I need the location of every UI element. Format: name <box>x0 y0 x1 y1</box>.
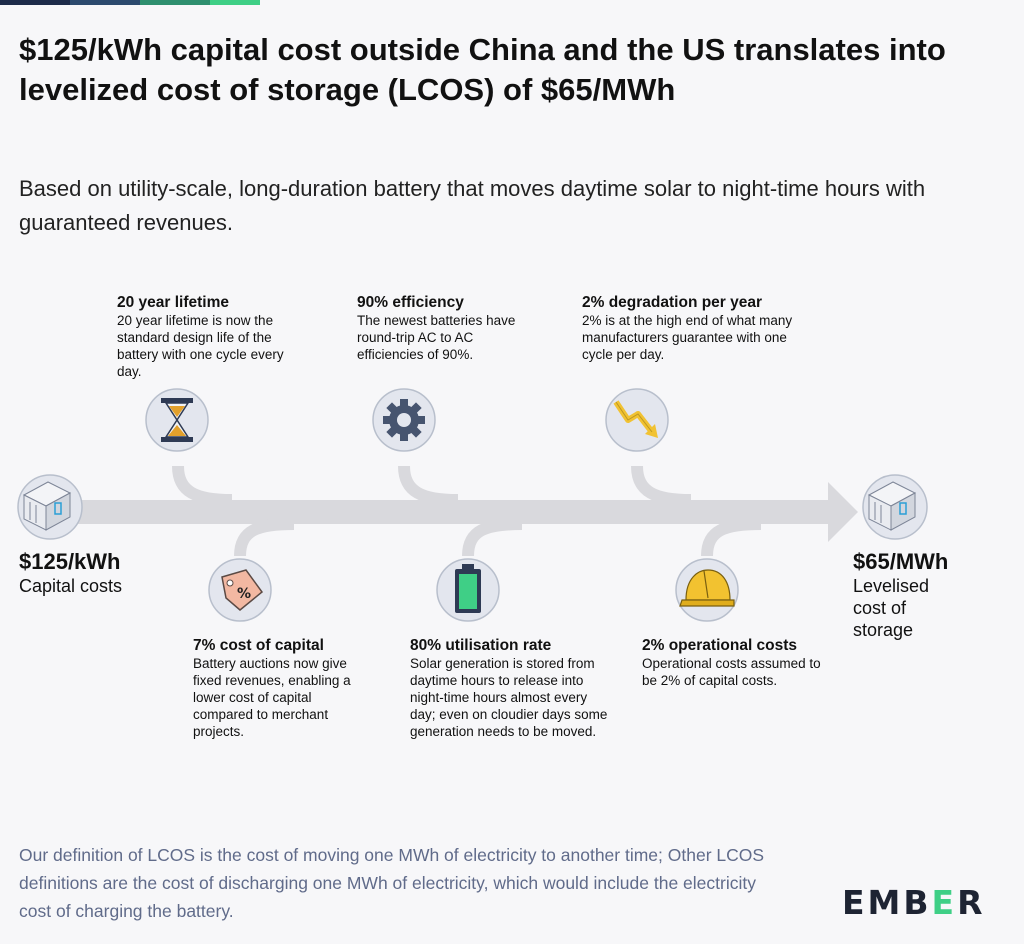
factor-text: Operational costs assumed to be 2% of ca… <box>642 656 821 688</box>
page-subtitle: Based on utility-scale, long-duration ba… <box>19 176 926 235</box>
battery-container-icon <box>17 474 83 540</box>
page-title: $125/kWh capital cost outside China and … <box>19 32 946 107</box>
factor-text: 20 year lifetime is now the standard des… <box>117 313 284 379</box>
factor-title: 80% utilisation rate <box>410 637 552 654</box>
factor-lifetime: 20 year lifetime 20 year lifetime is now… <box>117 293 305 380</box>
factor-efficiency: 90% efficiency The newest batteries have… <box>357 293 517 363</box>
factor-title: 2% operational costs <box>642 637 798 654</box>
factor-title: 2% degradation per year <box>582 294 763 311</box>
end-label: $65/MWh Levelised cost of storage <box>853 549 948 641</box>
end-value: $65/MWh <box>853 549 949 574</box>
accent-segment-4 <box>210 0 260 5</box>
gear-icon <box>372 388 436 452</box>
start-caption: Capital costs <box>19 576 123 596</box>
connector-bottom-3 <box>701 518 762 557</box>
factor-title: 7% cost of capital <box>193 637 324 654</box>
logo-text-2: R <box>957 883 986 922</box>
factor-text: Solar generation is stored from daytime … <box>410 656 608 739</box>
hourglass-icon <box>145 388 209 452</box>
percent-tag-icon: % <box>208 558 272 622</box>
connector-top-3 <box>631 465 692 506</box>
footnote: Our definition of LCOS is the cost of mo… <box>19 845 765 921</box>
cost-flow-diagram: % <box>17 388 928 622</box>
battery-charge-icon <box>436 558 500 622</box>
start-label: $125/kWh Capital costs <box>19 549 122 597</box>
connector-top-1 <box>172 465 233 506</box>
svg-text:%: % <box>237 586 251 602</box>
end-caption-line-2: cost of <box>853 598 907 618</box>
accent-segment-2 <box>70 0 140 5</box>
end-caption-line-1: Levelised <box>853 576 930 596</box>
factor-title: 20 year lifetime <box>117 294 230 311</box>
top-accent-bar <box>0 0 260 5</box>
accent-segment-1 <box>0 0 70 5</box>
end-caption-line-3: storage <box>853 620 914 640</box>
connector-bottom-1 <box>234 518 295 557</box>
ember-logo: EMBER <box>842 883 986 922</box>
factor-utilisation: 80% utilisation rate Solar generation is… <box>410 636 610 740</box>
start-value: $125/kWh <box>19 549 121 574</box>
factor-cost-of-capital: 7% cost of capital Battery auctions now … <box>193 636 358 740</box>
factor-degradation: 2% degradation per year 2% is at the hig… <box>582 293 807 363</box>
factor-operational-costs: 2% operational costs Operational costs a… <box>642 636 832 689</box>
connector-top-2 <box>398 465 459 506</box>
connector-bottom-2 <box>462 518 523 557</box>
main-arrow-head <box>828 482 858 542</box>
logo-text-accent: E <box>931 883 958 922</box>
accent-segment-3 <box>140 0 210 5</box>
logo-text-1: EMB <box>842 883 932 922</box>
factor-text: Battery auctions now give fixed revenues… <box>193 656 351 739</box>
factor-text: 2% is at the high end of what many manuf… <box>582 313 793 362</box>
battery-container-icon <box>862 474 928 540</box>
factor-text: The newest batteries have round-trip AC … <box>357 313 516 362</box>
factor-title: 90% efficiency <box>357 294 464 311</box>
hard-hat-icon <box>675 558 739 622</box>
downtrend-arrow-icon <box>605 388 669 452</box>
